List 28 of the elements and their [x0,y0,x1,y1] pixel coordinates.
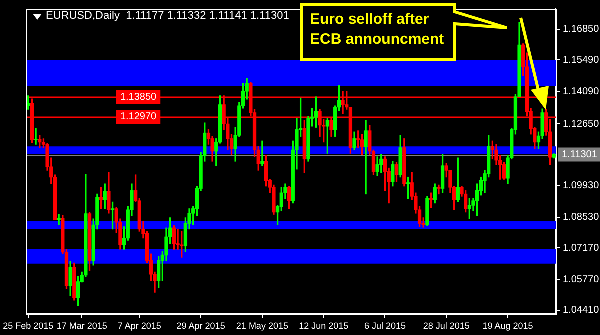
ref-line-label: 1.13850 [120,92,158,103]
x-tick-label: 29 Apr 2015 [176,321,226,332]
x-tick-label: 7 Apr 2015 [118,321,162,332]
ref-line-label: 1.11301 [562,149,598,160]
x-tick-label: 19 Aug 2015 [482,321,534,332]
ref-line-label: 1.12970 [120,112,158,123]
candlestick [260,140,264,166]
y-tick-label: 1.14090 [563,86,600,98]
x-tick-label: 6 Jul 2015 [364,321,406,332]
y-tick-label: 1.07170 [563,242,600,254]
annotation: Euro selloff after ECB announcment [310,10,446,50]
x-tick-label: 12 Jun 2015 [299,321,349,332]
y-tick-label: 1.04410 [563,305,600,316]
y-tick-label: 1.16850 [563,24,600,36]
x-tick-label: 28 Jul 2015 [423,321,470,332]
x-tick-label: 21 May 2015 [236,321,288,332]
chart-title: EURUSD,Daily 1.11177 1.11332 1.11141 1.11301 [46,10,290,23]
candlestick [364,120,368,195]
y-tick-label: 1.05770 [563,274,600,286]
y-tick-label: 1.12650 [563,118,600,130]
y-tick-label: 1.15490 [563,54,600,66]
candlestick [57,214,61,226]
candlestick [34,128,38,145]
candlestick [437,184,441,195]
x-tick-label: 25 Feb 2015 [3,321,54,332]
y-tick-label: 1.08530 [563,212,600,224]
x-tick-label: 17 Mar 2015 [56,321,108,332]
y-tick-label: 1.09930 [563,180,600,192]
